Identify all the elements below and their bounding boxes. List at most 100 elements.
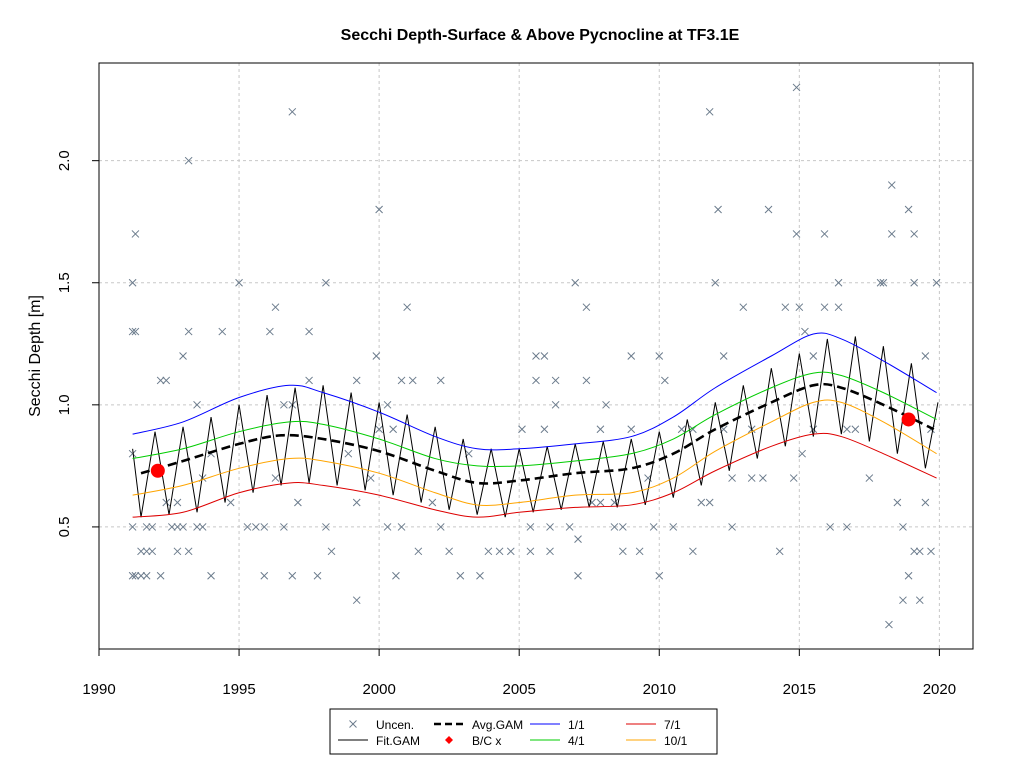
data-point xyxy=(775,547,784,556)
data-point xyxy=(532,376,540,385)
x-tick-label: 1995 xyxy=(222,681,255,698)
x-stroke xyxy=(610,523,619,531)
data-point xyxy=(904,205,913,214)
x-stroke xyxy=(887,230,896,238)
x-stroke xyxy=(179,352,187,360)
data-point xyxy=(596,425,605,434)
data-point xyxy=(252,523,260,531)
x-stroke xyxy=(834,303,843,312)
line-series xyxy=(132,336,939,518)
data-point xyxy=(618,523,627,531)
data-point xyxy=(162,498,171,507)
x-stroke xyxy=(128,327,137,336)
x-stroke xyxy=(137,547,145,556)
data-point xyxy=(397,376,406,385)
legend-item: 4/1 xyxy=(530,734,585,748)
x-stroke xyxy=(551,376,560,385)
x-stroke xyxy=(162,498,171,507)
data-point xyxy=(932,278,941,287)
data-point xyxy=(184,327,193,336)
x-stroke xyxy=(865,474,874,482)
x-stroke xyxy=(173,498,182,507)
x-stroke xyxy=(921,498,930,507)
x-stroke xyxy=(366,474,375,482)
x-stroke xyxy=(932,278,941,287)
data-point xyxy=(610,523,619,531)
legend-item: Fit.GAM xyxy=(338,734,420,748)
x-stroke xyxy=(885,620,893,629)
x-stroke xyxy=(655,352,664,360)
y-tick-label: 1.0 xyxy=(56,394,73,415)
x-stroke xyxy=(921,352,930,360)
x-stroke xyxy=(322,523,330,531)
x-stroke xyxy=(728,523,736,531)
data-point xyxy=(795,303,804,312)
x-stroke xyxy=(445,547,454,556)
x-stroke xyxy=(627,425,636,434)
data-point xyxy=(834,303,843,312)
data-point xyxy=(280,400,288,409)
data-point xyxy=(711,278,720,287)
legend-label: 1/1 xyxy=(568,718,585,732)
x-stroke xyxy=(327,547,336,556)
x-stroke xyxy=(128,278,137,287)
x-stroke xyxy=(179,523,187,531)
legend-label: 7/1 xyxy=(664,718,681,732)
x-stroke xyxy=(792,230,801,238)
data-point xyxy=(445,547,454,556)
data-point xyxy=(173,547,182,556)
x-stroke xyxy=(352,498,361,507)
data-point xyxy=(397,523,406,531)
x-stroke xyxy=(131,327,140,336)
data-point xyxy=(927,547,935,556)
x-stroke xyxy=(809,425,818,434)
data-point xyxy=(899,523,907,531)
data-point xyxy=(322,278,330,287)
x-stroke xyxy=(820,230,829,238)
data-point xyxy=(476,571,484,580)
x-stroke xyxy=(128,449,137,458)
x-stroke xyxy=(764,205,773,214)
x-stroke xyxy=(705,498,714,507)
x-stroke xyxy=(456,571,465,580)
data-point xyxy=(184,547,193,556)
data-point xyxy=(131,230,140,238)
x-stroke xyxy=(705,107,714,116)
x-stroke xyxy=(843,523,851,531)
data-point xyxy=(193,400,201,409)
data-point xyxy=(649,523,658,531)
x-stroke xyxy=(649,523,658,531)
x-stroke xyxy=(389,425,397,434)
data-point xyxy=(173,498,182,507)
x-tick-label: 2005 xyxy=(503,681,536,698)
data-point xyxy=(128,327,137,336)
x-stroke xyxy=(207,571,215,580)
line-series xyxy=(140,382,935,485)
data-point xyxy=(789,474,798,482)
x-stroke xyxy=(436,523,445,531)
x-stroke xyxy=(618,523,627,531)
data-point xyxy=(137,547,145,556)
x-stroke xyxy=(243,523,252,531)
x-stroke xyxy=(610,498,619,507)
data-point xyxy=(271,474,280,482)
data-point xyxy=(495,547,504,556)
data-point xyxy=(705,498,714,507)
data-point xyxy=(781,303,790,312)
data-point xyxy=(574,571,582,580)
data-point xyxy=(728,523,736,531)
x-stroke xyxy=(352,376,361,385)
data-point xyxy=(921,352,930,360)
data-point xyxy=(904,571,913,580)
data-point xyxy=(669,523,678,531)
data-point xyxy=(366,474,375,482)
x-stroke xyxy=(532,376,540,385)
x-stroke xyxy=(574,535,582,543)
data-point xyxy=(167,523,176,531)
data-point xyxy=(383,523,392,531)
data-point xyxy=(661,376,669,385)
data-point xyxy=(375,205,383,214)
x-stroke xyxy=(322,278,330,287)
data-point xyxy=(618,547,627,556)
x-stroke xyxy=(851,425,860,434)
